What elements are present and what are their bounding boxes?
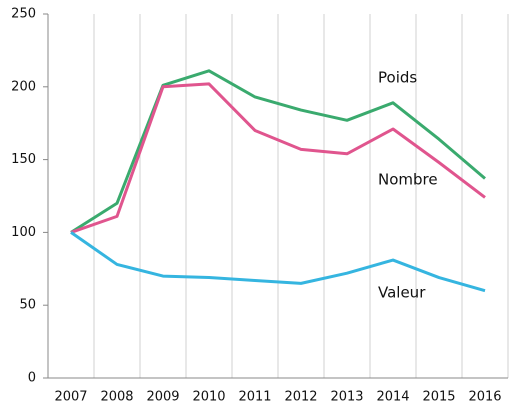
y-tick-label: 200 (11, 79, 36, 94)
x-tick-label: 2012 (284, 390, 317, 405)
x-tick-label: 2016 (468, 390, 501, 405)
y-tick-label: 150 (11, 152, 36, 167)
x-tick-label: 2009 (146, 390, 179, 405)
y-tick-label: 50 (19, 298, 36, 313)
x-tick-label: 2014 (376, 390, 409, 405)
x-tick-label: 2008 (100, 390, 133, 405)
series-label: Nombre (378, 171, 438, 189)
x-tick-label: 2013 (330, 390, 363, 405)
x-tick-label: 2011 (238, 390, 271, 405)
y-tick-label: 100 (11, 225, 36, 240)
series-label: Poids (378, 69, 417, 87)
x-tick-label: 2007 (54, 390, 87, 405)
y-tick-label: 0 (28, 371, 36, 386)
line (70, 82, 486, 234)
line (70, 69, 486, 234)
x-tick-label: 2015 (422, 390, 455, 405)
x-tick-label: 2010 (192, 390, 225, 405)
series-label: Valeur (378, 284, 426, 302)
y-tick-label: 250 (11, 7, 36, 22)
line (70, 231, 486, 293)
